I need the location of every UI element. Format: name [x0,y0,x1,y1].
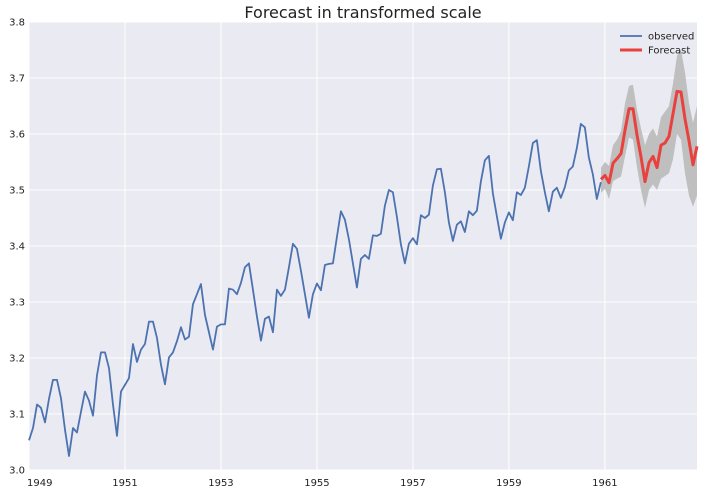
x-tick-label: 1961 [592,478,617,489]
y-tick-label: 3.6 [9,130,25,141]
series-line-observed [28,123,602,457]
chart-title: Forecast in transformed scale [244,3,481,22]
y-tick-label: 3.5 [9,186,25,197]
y-tick-label: 3.8 [9,18,25,29]
x-tick-label: 1951 [112,478,137,489]
y-tick-label: 3.1 [9,410,25,421]
legend-label-forecast: Forecast [648,46,690,57]
forecast-confidence-band [601,50,697,208]
y-tick-label: 3.0 [9,466,25,477]
x-tick-label: 1955 [304,478,329,489]
x-tick-label: 1959 [496,478,521,489]
x-tick-label: 1957 [400,478,425,489]
legend-label-observed: observed [648,32,694,43]
y-tick-label: 3.3 [9,298,25,309]
gridlines [28,21,697,471]
y-tick-label: 3.7 [9,74,25,85]
y-axis-ticks: 3.0 3.1 3.2 3.3 3.4 3.5 3.6 3.7 3.8 [9,18,25,477]
x-axis-ticks: 1949 1951 1953 1955 1957 1959 1961 [27,478,618,489]
confidence-band [601,50,697,208]
series-line-forecast [599,89,699,185]
series-lines [28,89,699,457]
legend: observed Forecast [620,32,694,57]
x-tick-label: 1953 [208,478,233,489]
x-tick-label: 1949 [27,478,52,489]
y-tick-label: 3.4 [9,242,25,253]
y-tick-label: 3.2 [9,354,25,365]
